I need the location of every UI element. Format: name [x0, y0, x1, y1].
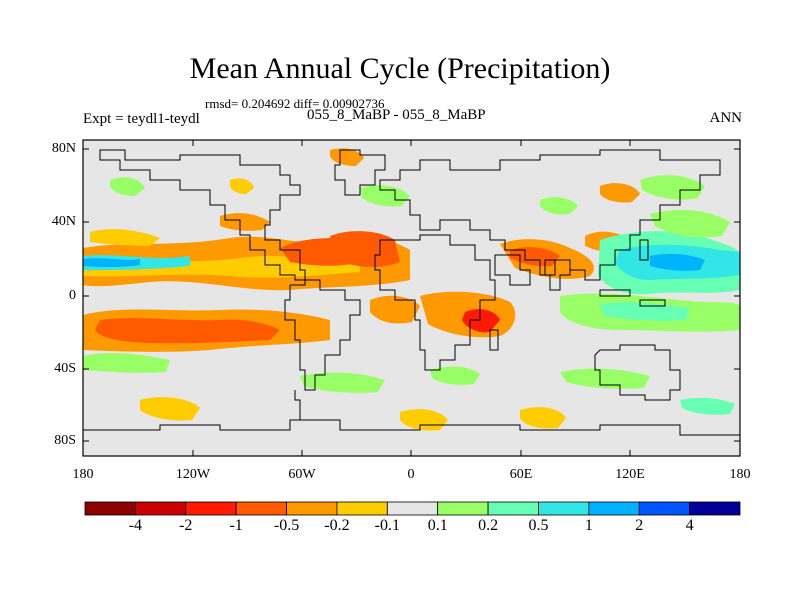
anomaly-patch: [650, 253, 705, 271]
colorbar-label: 0.2: [478, 517, 499, 534]
figure-title: Mean Annual Cycle (Precipitation): [189, 52, 611, 85]
coastline-north-america: [99, 149, 306, 281]
coastline-madagascar: [489, 329, 499, 351]
colorbar-swatch: [235, 501, 287, 516]
anomaly-patch: [300, 372, 385, 393]
colorbar-swatch: [638, 501, 691, 516]
colorbar-label: 1: [584, 517, 593, 534]
anomaly-patch: [95, 318, 280, 344]
colorbar: [84, 501, 741, 516]
colorbar-label: -4: [128, 517, 143, 534]
lon-label-0: 0: [407, 467, 415, 482]
anomaly-patch: [140, 397, 200, 421]
coastline-antarctic-peninsula: [294, 390, 301, 420]
anomaly-patch: [220, 213, 270, 231]
anomaly-patch: [370, 295, 420, 324]
anomaly-patch: [110, 177, 145, 196]
experiment-label: Expt = teydl1-teydl: [83, 111, 200, 127]
colorbar-label: -2: [179, 517, 193, 534]
anomaly-patch: [600, 183, 640, 203]
lon-label-180w: 180: [72, 467, 94, 482]
anomaly-patch: [600, 302, 690, 321]
lat-label-0: 0: [69, 288, 76, 303]
colorbar-swatch: [588, 501, 640, 516]
anomaly-patch: [430, 366, 480, 385]
colorbar-label: -1: [229, 517, 243, 534]
colorbar-swatch: [689, 501, 741, 516]
colorbar-label: 0.1: [427, 517, 448, 534]
colorbar-label: -0.2: [324, 517, 350, 534]
coastline-new-guinea: [639, 299, 666, 307]
colorbar-label: 4: [685, 517, 694, 534]
colorbar-label: 0.5: [528, 517, 549, 534]
anomaly-patch: [650, 209, 730, 238]
coastline-eurasia: [379, 149, 721, 281]
anomaly-patch: [90, 229, 160, 246]
lat-ticks: [83, 148, 740, 442]
anomaly-patch: [360, 185, 410, 207]
anomaly-patch: [230, 178, 254, 194]
lon-ticks: [192, 140, 631, 456]
anomaly-patch: [83, 353, 170, 373]
lat-label-80n: 80N: [51, 141, 76, 156]
colorbar-label: -0.1: [374, 517, 400, 534]
colorbar-swatch: [386, 501, 439, 516]
precip-anomaly-field: [83, 148, 740, 431]
coastline-indonesia: [599, 289, 631, 297]
anomaly-patch: [640, 175, 705, 200]
lon-label-180e: 180: [729, 467, 751, 482]
anomaly-patch: [330, 148, 364, 166]
lat-label-80s: 80S: [54, 433, 76, 448]
anomaly-patch: [510, 247, 560, 267]
coastline-india: [544, 259, 571, 291]
coastline-arabia: [494, 254, 531, 286]
experiment-subtitle: 055_8_MaBP - 055_8_MaBP: [307, 107, 486, 123]
colorbar-swatch: [84, 501, 136, 516]
colorbar-swatch: [437, 501, 489, 516]
colorbar-swatch: [487, 501, 539, 516]
coastline-japan: [639, 239, 649, 261]
anomaly-patch: [462, 309, 500, 333]
anomaly-patch: [520, 407, 566, 429]
coastline-antarctica: [83, 419, 740, 436]
lon-label-60w: 60W: [288, 467, 316, 482]
coastline-australia: [594, 344, 681, 401]
anomaly-patch: [560, 368, 650, 389]
colorbar-swatch: [538, 501, 590, 516]
lon-label-60e: 60E: [509, 467, 533, 482]
colorbar-label: 2: [635, 517, 644, 534]
lat-label-40n: 40N: [51, 214, 76, 229]
colorbar-label: -0.5: [273, 517, 300, 534]
coastline-south-america: [284, 279, 361, 391]
colorbar-swatch: [336, 501, 388, 516]
lat-label-40s: 40S: [54, 361, 76, 376]
coastline-greenland: [334, 149, 386, 196]
colorbar-swatch: [286, 501, 338, 516]
anomaly-patch: [83, 258, 140, 267]
anomaly-patch: [680, 397, 735, 415]
coastline-africa: [374, 234, 496, 371]
colorbar-swatch: [134, 501, 187, 516]
colorbar-swatch: [185, 501, 237, 516]
statistics-line: rmsd= 0.204692 diff= 0.00902736: [205, 96, 385, 111]
lon-label-120w: 120W: [175, 467, 211, 482]
coastlines: [83, 149, 740, 436]
lon-label-120e: 120E: [615, 467, 645, 482]
anomaly-patch: [540, 197, 578, 215]
season-label: ANN: [709, 110, 743, 126]
